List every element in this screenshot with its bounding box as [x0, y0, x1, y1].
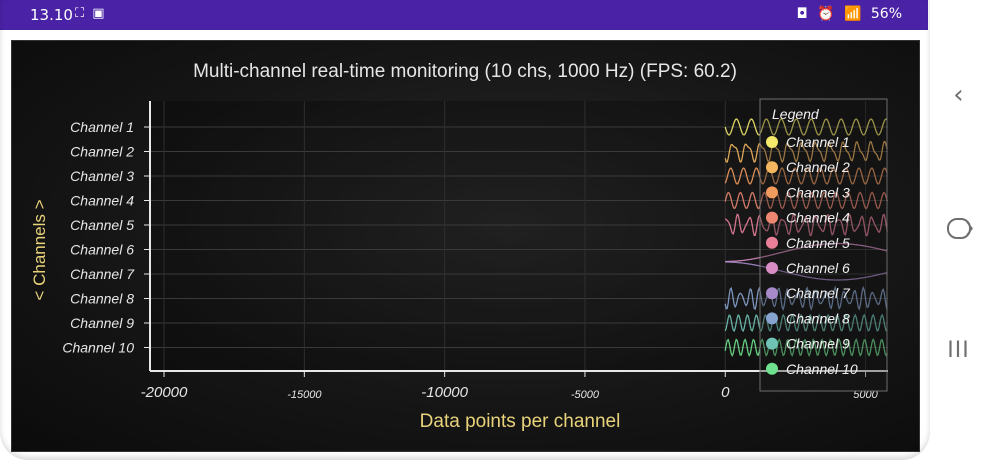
legend-swatch	[766, 362, 778, 375]
axes: Channel 1 Channel 2 Channel 3 Channel 4 Chan…	[62, 101, 888, 401]
notification-icons: ⛶ ▣	[75, 6, 107, 21]
y-tick-label: Channel 10	[62, 340, 134, 356]
legend-title: Legend	[772, 106, 820, 122]
recents-button[interactable]: III	[928, 338, 989, 378]
series-line	[724, 167, 888, 185]
multichannel-chart[interactable]: Multi-channel real-time monitoring (10 c…	[12, 41, 919, 451]
legend-swatch	[766, 287, 778, 300]
y-tick-label: Channel 8	[70, 291, 134, 307]
y-tick-label: Channel 1	[70, 119, 134, 135]
chart-panel[interactable]: Multi-channel real-time monitoring (10 c…	[11, 40, 920, 452]
legend-item[interactable]: Channel 5	[786, 235, 850, 251]
legend-item[interactable]: Channel 1	[786, 134, 850, 150]
legend[interactable]: Legend Channel 1 Channel 2 Channel 3 Channel…	[759, 98, 888, 392]
series-line	[724, 285, 888, 312]
x-tick-label: 0	[721, 384, 730, 401]
legend-item[interactable]: Channel 4	[786, 210, 850, 226]
y-tick-label: Channel 9	[70, 315, 134, 331]
legend-item[interactable]: Channel 3	[786, 184, 850, 200]
back-button[interactable]: ‹	[928, 80, 989, 120]
y-tick-label: Channel 4	[70, 193, 134, 209]
navigation-bar: ‹ III	[928, 0, 989, 460]
series-line	[724, 118, 888, 136]
legend-item[interactable]: Channel 8	[786, 310, 850, 326]
legend-item[interactable]: Channel 7	[786, 285, 851, 301]
series-layer	[724, 118, 888, 358]
recents-icon: III	[947, 338, 970, 363]
grid	[150, 101, 888, 371]
legend-swatch	[766, 136, 778, 148]
legend-box	[759, 98, 888, 392]
legend-swatch	[766, 211, 778, 224]
series-line	[725, 261, 888, 281]
series-line	[725, 242, 888, 263]
back-icon: ‹	[953, 80, 964, 110]
legend-swatch	[766, 236, 778, 249]
series-line	[724, 313, 888, 333]
legend-item[interactable]: Channel 9	[786, 336, 850, 352]
x-axis-title: Data points per channel	[420, 411, 621, 432]
y-tick-label: Channel 5	[70, 217, 134, 233]
legend-swatch	[766, 262, 778, 274]
home-button[interactable]	[928, 210, 989, 250]
home-icon	[946, 218, 973, 239]
series-line	[724, 213, 888, 237]
y-tick-label: Channel 2	[70, 144, 134, 160]
y-tick-label: Channel 3	[70, 168, 134, 184]
series-line	[724, 338, 888, 358]
status-right-icons: ◘ ⏰ 📶 56%	[792, 6, 902, 22]
x-tick-label: 5000	[853, 389, 878, 401]
legend-item[interactable]: Channel 2	[786, 159, 850, 175]
sim-icon: ◘	[796, 6, 808, 22]
alarm-icon: ⏰	[817, 6, 835, 22]
x-tick-label: -15000	[287, 389, 322, 401]
chart-title: Multi-channel real-time monitoring (10 c…	[193, 61, 737, 82]
x-tick-label: -10000	[421, 384, 468, 401]
legend-swatch	[766, 312, 778, 325]
series-line	[724, 140, 888, 164]
legend-swatch	[766, 186, 778, 199]
series-line	[724, 191, 888, 210]
legend-item[interactable]: Channel 10	[786, 361, 858, 377]
status-bar: 13.10 ⛶ ▣ ◘ ⏰ 📶 56%	[0, 0, 928, 30]
legend-swatch	[766, 337, 778, 350]
x-tick-label: -20000	[141, 384, 188, 401]
status-bar-divider	[0, 30, 928, 36]
wifi-signal-icon: 📶	[843, 6, 862, 22]
legend-item[interactable]: Channel 6	[786, 260, 850, 276]
battery-level: 56%	[870, 6, 902, 22]
legend-swatch	[766, 161, 778, 174]
y-tick-label: Channel 6	[70, 242, 134, 258]
plot-area	[150, 101, 888, 371]
y-axis-title: < Channels >	[30, 199, 49, 300]
status-time: 13.10	[30, 6, 73, 24]
x-tick-label: -5000	[571, 389, 600, 401]
y-tick-label: Channel 7	[70, 266, 135, 282]
